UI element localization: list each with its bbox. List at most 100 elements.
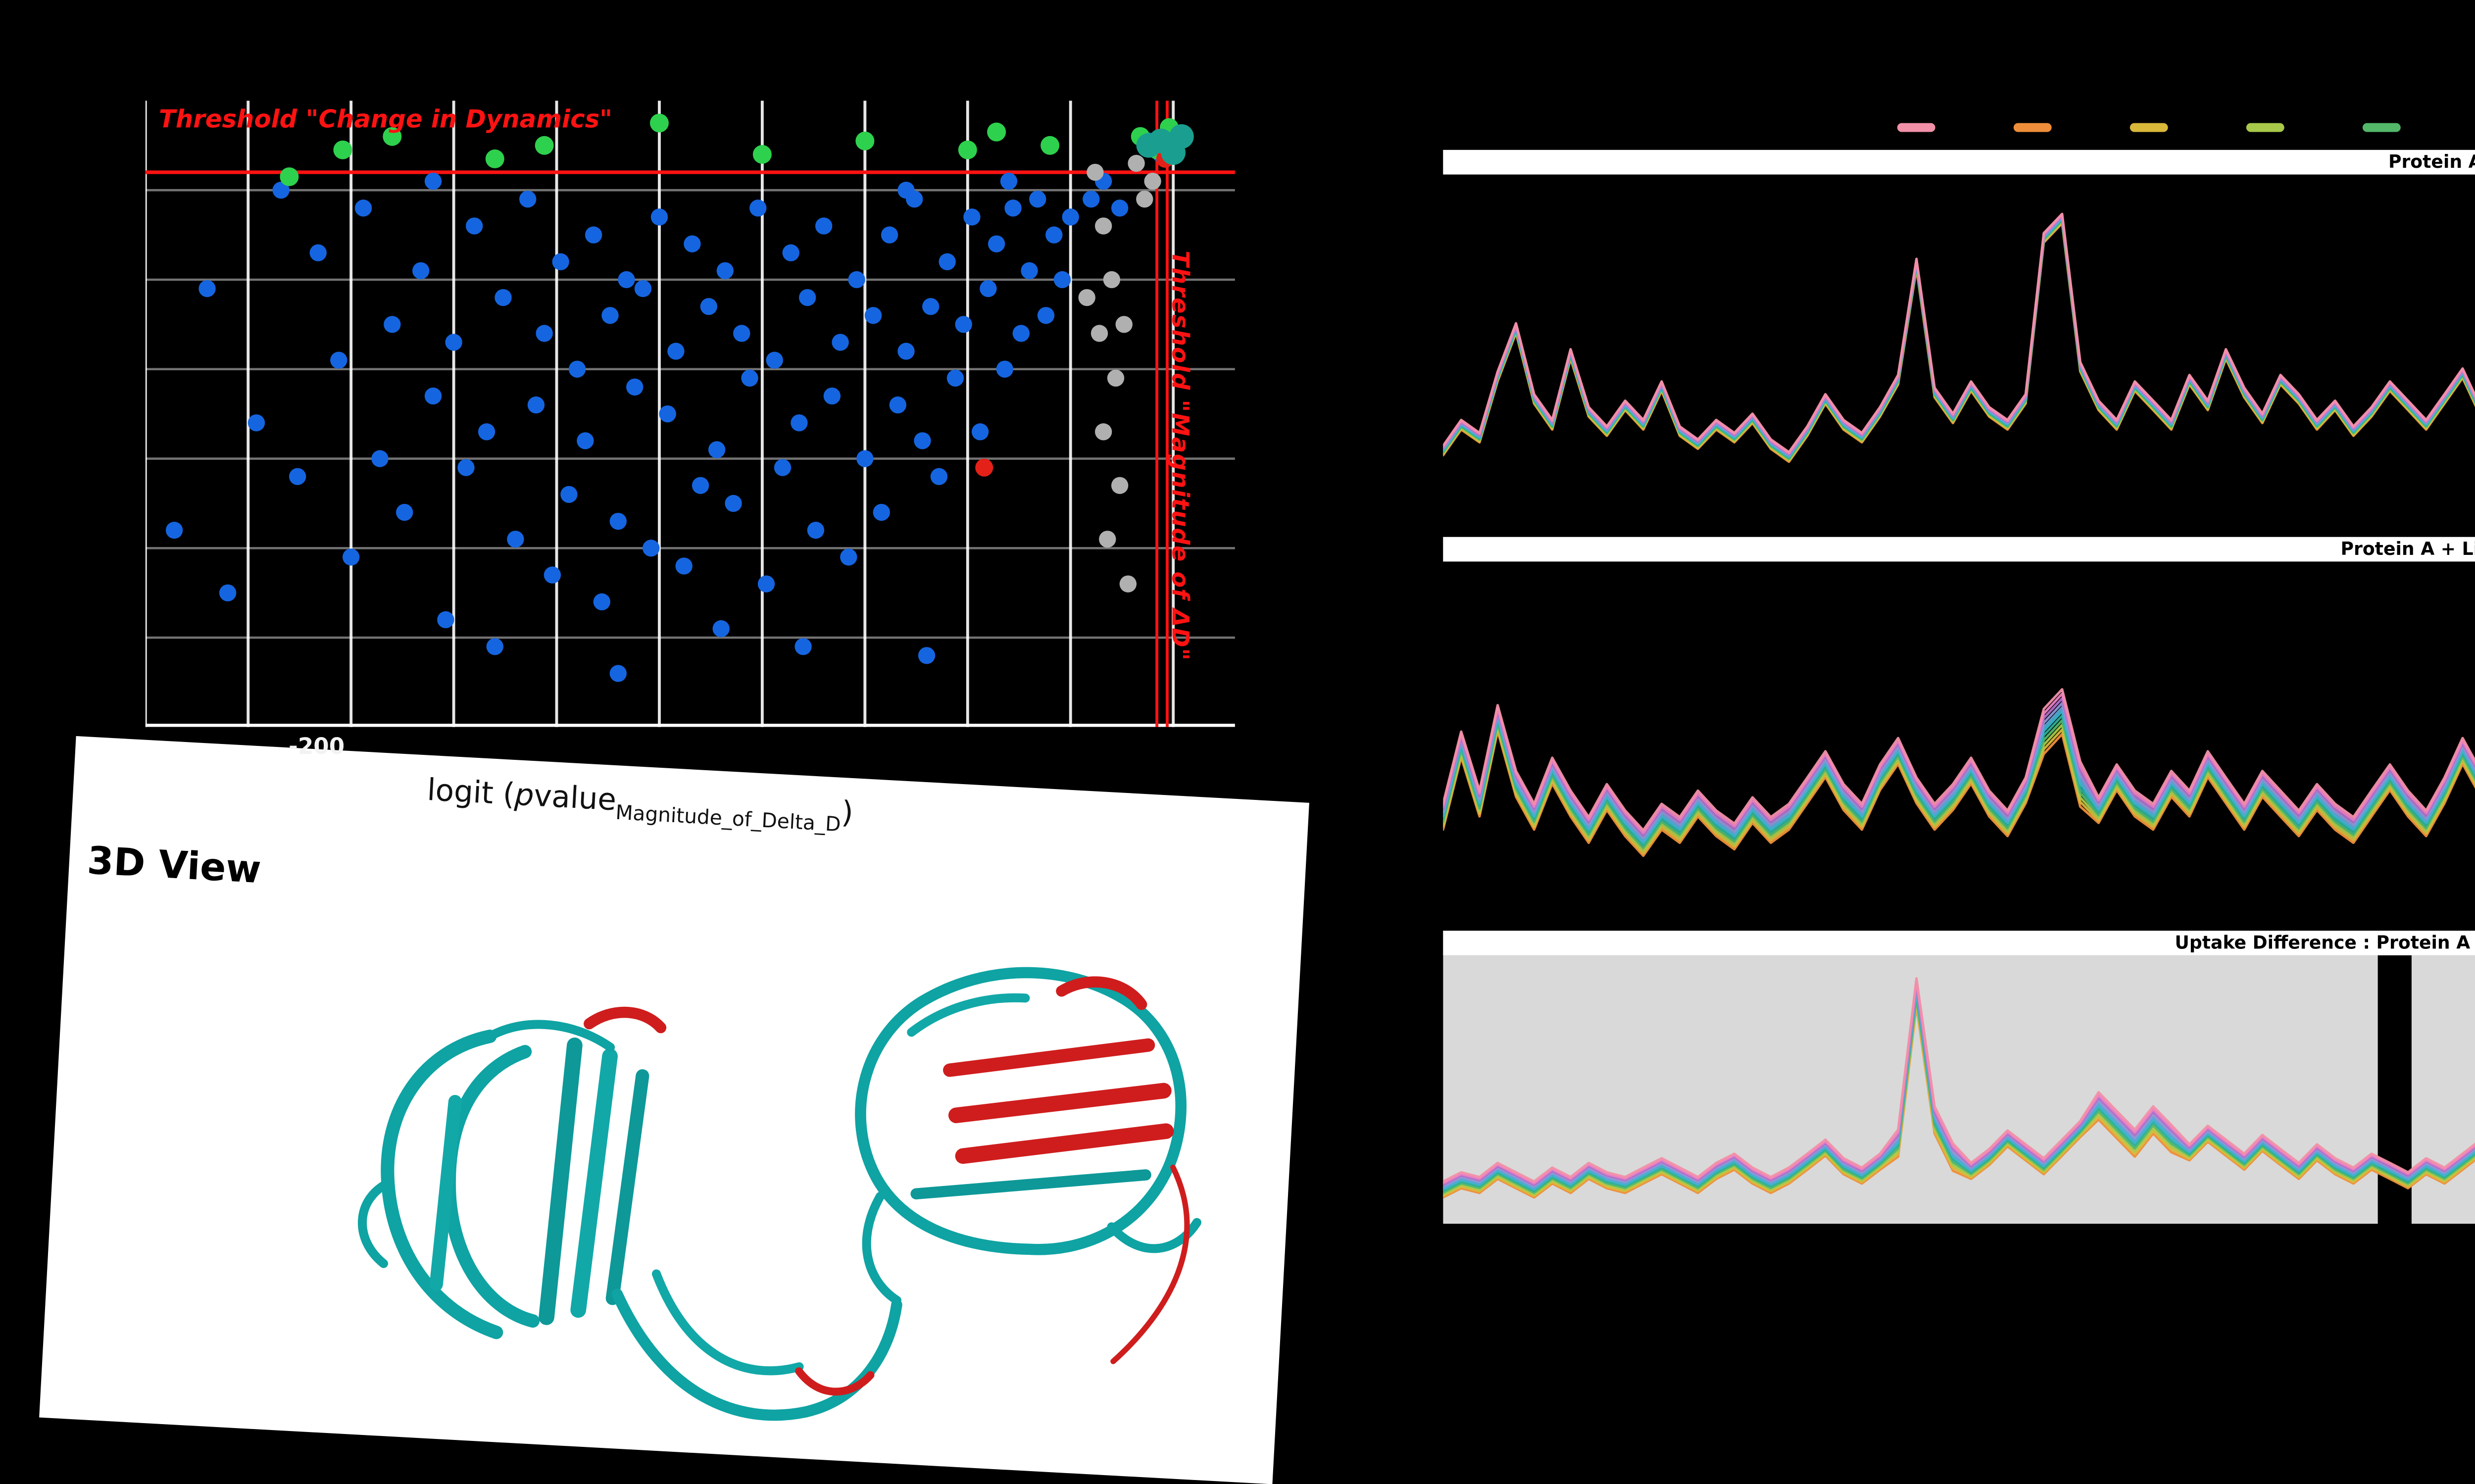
scatter-point-blue[interactable] <box>577 432 594 449</box>
scatter-point-blue[interactable] <box>1111 199 1129 217</box>
scatter-point-blue[interactable] <box>708 441 726 458</box>
scatter-point-blue[interactable] <box>918 647 936 664</box>
legend-swatch[interactable] <box>2013 123 2052 131</box>
scatter-point-green[interactable] <box>958 140 977 159</box>
scatter-point-blue[interactable] <box>774 459 792 476</box>
scatter-point-blue[interactable] <box>1004 199 1022 217</box>
scatter-point-blue[interactable] <box>165 522 183 539</box>
uptake-series-line[interactable] <box>1443 980 2475 1198</box>
scatter-point-blue[interactable] <box>609 665 627 682</box>
scatter-point-blue[interactable] <box>457 459 475 476</box>
scatter-point-gray[interactable] <box>1090 325 1108 342</box>
scatter-point-blue[interactable] <box>643 540 660 557</box>
scatter-point-blue[interactable] <box>568 360 586 378</box>
scatter-point-gray[interactable] <box>1078 289 1095 306</box>
scatter-point-blue[interactable] <box>692 477 709 494</box>
scatter-point-blue[interactable] <box>519 191 537 208</box>
scatter-point-gray[interactable] <box>1103 271 1121 289</box>
scatter-point-gray[interactable] <box>1111 477 1129 494</box>
scatter-point-blue[interactable] <box>725 495 742 512</box>
scatter-point-blue[interactable] <box>412 262 430 280</box>
scatter-point-gray[interactable] <box>1087 163 1104 181</box>
scatter-point-blue[interactable] <box>791 414 808 432</box>
scatter-point-blue[interactable] <box>712 620 730 638</box>
uptake-series-line[interactable] <box>1443 594 2475 837</box>
uptake-series-line[interactable] <box>1443 1004 2475 1210</box>
scatter-point-blue[interactable] <box>675 557 693 575</box>
scatter-point-blue[interactable] <box>507 531 524 548</box>
scatter-point-blue[interactable] <box>1037 307 1055 324</box>
scatter-point-blue[interactable] <box>272 182 290 199</box>
uptake-series-line[interactable] <box>1443 993 2475 1205</box>
scatter-point-blue[interactable] <box>1045 226 1063 244</box>
uptake-series-line[interactable] <box>1443 645 2475 857</box>
scatter-point-blue[interactable] <box>799 289 816 306</box>
scatter-point-blue[interactable] <box>1083 191 1100 208</box>
scatter-point-green[interactable] <box>280 167 299 187</box>
scatter-point-blue[interactable] <box>478 423 495 441</box>
scatter-point-blue[interactable] <box>794 638 812 655</box>
scatter-point-blue[interactable] <box>700 298 718 315</box>
scatter-point-blue[interactable] <box>486 638 503 655</box>
scatter-point-blue[interactable] <box>922 298 940 315</box>
scatter-point-blue[interactable] <box>1053 271 1071 289</box>
scatter-point-blue[interactable] <box>495 289 512 306</box>
scatter-point-blue[interactable] <box>1029 191 1046 208</box>
scatter-point-blue[interactable] <box>733 325 750 342</box>
scatter-point-blue[interactable] <box>601 307 619 324</box>
protein-structure-graphic[interactable] <box>152 890 1252 1461</box>
scatter-point-blue[interactable] <box>963 208 981 226</box>
scatter-point-blue[interactable] <box>864 307 882 324</box>
scatter-point-blue[interactable] <box>371 450 389 467</box>
scatter-point-blue[interactable] <box>342 548 360 566</box>
scatter-point-gray[interactable] <box>1099 531 1116 548</box>
scatter-point-blue[interactable] <box>560 486 578 503</box>
uptake-series-line[interactable] <box>1443 619 2475 847</box>
scatter-point-gray[interactable] <box>1094 217 1112 235</box>
scatter-point-blue[interactable] <box>527 396 545 414</box>
scatter-point-blue[interactable] <box>939 253 956 270</box>
scatter-point-blue[interactable] <box>897 182 915 199</box>
scatter-point-blue[interactable] <box>466 217 483 235</box>
scatter-point-green[interactable] <box>855 131 875 150</box>
volcano-scatter-plot[interactable] <box>145 100 1235 727</box>
scatter-point-blue[interactable] <box>634 280 652 297</box>
scatter-point-green[interactable] <box>987 122 1006 142</box>
scatter-point-blue[interactable] <box>749 199 767 217</box>
scatter-point-blue[interactable] <box>856 450 874 467</box>
scatter-point-blue[interactable] <box>1012 325 1030 342</box>
scatter-point-blue[interactable] <box>437 611 454 629</box>
scatter-point-gray[interactable] <box>1094 423 1112 441</box>
scatter-point-blue[interactable] <box>955 316 972 333</box>
scatter-point-blue[interactable] <box>384 316 401 333</box>
scatter-point-blue[interactable] <box>396 503 413 521</box>
scatter-point-green[interactable] <box>650 113 669 133</box>
scatter-point-blue[interactable] <box>289 468 306 485</box>
uptake-series-line[interactable] <box>1443 632 2475 852</box>
scatter-point-blue[interactable] <box>815 217 833 235</box>
scatter-point-blue[interactable] <box>585 226 602 244</box>
uptake-series-line[interactable] <box>1443 977 2475 1197</box>
scatter-point-blue[interactable] <box>667 343 685 360</box>
scatter-point-blue[interactable] <box>424 172 442 190</box>
scatter-point-blue[interactable] <box>626 378 644 396</box>
uptake-series-line[interactable] <box>1443 601 2475 840</box>
scatter-point-blue[interactable] <box>741 369 758 387</box>
legend-swatch[interactable] <box>2129 123 2168 131</box>
scatter-point-blue[interactable] <box>309 244 327 261</box>
scatter-point-blue[interactable] <box>782 244 799 261</box>
scatter-point-gray[interactable] <box>1144 172 1161 190</box>
scatter-point-blue[interactable] <box>659 405 676 423</box>
scatter-point-green[interactable] <box>535 136 554 155</box>
scatter-point-gray[interactable] <box>1115 316 1133 333</box>
scatter-point-blue[interactable] <box>1021 262 1038 280</box>
legend-swatch[interactable] <box>2362 123 2401 131</box>
scatter-point-green[interactable] <box>485 149 504 168</box>
scatter-point-blue[interactable] <box>1062 208 1079 226</box>
uptake-difference-chart[interactable] <box>1443 955 2475 1224</box>
scatter-point-blue[interactable] <box>766 351 783 369</box>
scatter-point-blue[interactable] <box>198 280 216 297</box>
scatter-point-red[interactable] <box>975 458 993 477</box>
uptake-series-line[interactable] <box>1443 998 2475 1207</box>
scatter-point-blue[interactable] <box>445 334 462 351</box>
